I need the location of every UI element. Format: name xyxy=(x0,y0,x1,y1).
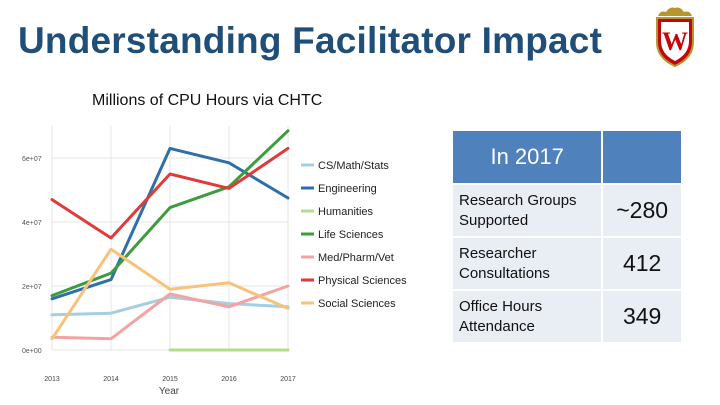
legend-label: Physical Sciences xyxy=(318,275,407,287)
stats-row-label: Office Hours Attendance xyxy=(453,291,602,342)
y-tick-label: 4e+07 xyxy=(22,220,42,227)
y-tick-label: 2e+07 xyxy=(22,284,42,291)
x-axis-label: Year xyxy=(159,386,180,397)
legend-label: Humanities xyxy=(318,206,374,218)
y-tick-label: 6e+07 xyxy=(22,156,42,163)
legend-label: CS/Math/Stats xyxy=(318,160,389,172)
legend-label: Social Sciences xyxy=(318,298,396,310)
chart-legend: CS/Math/Stats Engineering Humanities Life S… xyxy=(301,160,407,310)
chart-lines xyxy=(50,129,290,352)
chart-grid xyxy=(51,126,289,351)
crest-crown xyxy=(658,7,692,16)
cpu-hours-line-chart: 0e+00 2e+07 4e+07 6e+07 2013 2014 2015 2016 2017… xyxy=(22,126,407,397)
stats-row-value: 412 xyxy=(603,238,681,289)
stats-header-empty xyxy=(603,131,681,183)
crest-inner-shield xyxy=(661,22,689,61)
chart-ticks: 0e+00 2e+07 4e+07 6e+07 2013 2014 2015 2016 2017 xyxy=(22,156,296,383)
legend-label: Engineering xyxy=(318,183,377,195)
slide-title: Understanding Facilitator Impact xyxy=(18,20,603,61)
series-line xyxy=(50,146,290,240)
stats-row-value: ~280 xyxy=(603,185,681,236)
university-crest-icon: W xyxy=(656,7,694,68)
x-tick-label: 2013 xyxy=(44,376,60,383)
table-row: Research Groups Supported ~280 xyxy=(453,185,681,236)
stats-header-row: In 2017 xyxy=(453,131,681,183)
stats-row-label: Research Groups Supported xyxy=(453,185,602,236)
table-row: Researcher Consultations 412 xyxy=(453,238,681,289)
stats-table: In 2017 Research Groups Supported ~280 R… xyxy=(451,129,683,344)
stats-row-value: 349 xyxy=(603,291,681,342)
legend-label: Life Sciences xyxy=(318,229,384,241)
stats-row-label: Researcher Consultations xyxy=(453,238,602,289)
series-line xyxy=(50,295,290,317)
series-line xyxy=(50,284,290,341)
y-tick-label: 0e+00 xyxy=(22,348,42,355)
stats-header-title: In 2017 xyxy=(453,131,602,183)
table-row: Office Hours Attendance 349 xyxy=(453,291,681,342)
x-tick-label: 2017 xyxy=(280,376,296,383)
x-tick-label: 2016 xyxy=(221,376,237,383)
chart-caption: Millions of CPU Hours via CHTC xyxy=(92,92,323,109)
x-tick-label: 2015 xyxy=(162,376,178,383)
series-line xyxy=(50,247,290,341)
legend-label: Med/Pharm/Vet xyxy=(318,252,394,264)
x-tick-label: 2014 xyxy=(103,376,119,383)
crest-letter: W xyxy=(662,27,688,56)
